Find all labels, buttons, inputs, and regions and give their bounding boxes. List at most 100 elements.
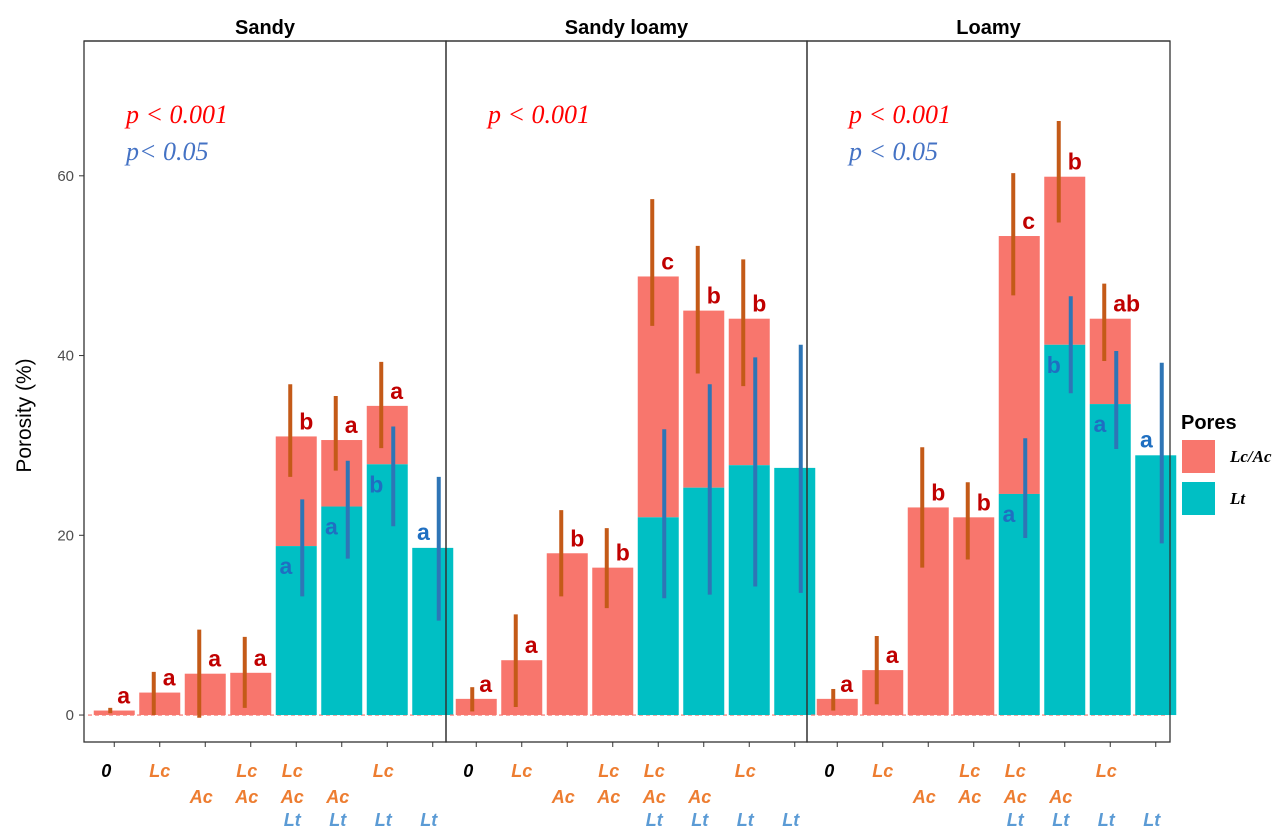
significance-letter-lt: a — [1002, 501, 1015, 527]
bar-lcac — [184, 673, 226, 716]
significance-letter-lcac: a — [117, 683, 130, 709]
x-category-label: Lt — [284, 810, 302, 830]
significance-letter-lcac: a — [163, 665, 176, 691]
x-category-label: Ac — [280, 787, 304, 807]
significance-letter-lcac: b — [616, 540, 630, 566]
x-category-label: Lc — [959, 761, 980, 781]
significance-letter-lt: b — [1047, 352, 1061, 378]
bar-lcac — [139, 692, 181, 716]
bar-lcac — [230, 672, 272, 716]
x-category-label: 0 — [101, 761, 111, 781]
x-category-label: Lc — [1096, 761, 1117, 781]
panel-title: Loamy — [956, 17, 1021, 39]
x-category-label: Ac — [1048, 787, 1072, 807]
x-category-label: 0 — [463, 761, 473, 781]
x-category-label: Lt — [1007, 810, 1025, 830]
x-category-label: Ac — [687, 787, 711, 807]
x-category-label: Ac — [957, 787, 981, 807]
bar-lt — [366, 464, 408, 716]
x-category-label: Lc — [373, 761, 394, 781]
bar-lt — [275, 546, 317, 716]
significance-letter-lt: a — [1140, 426, 1153, 452]
x-category-label: 0 — [824, 761, 834, 781]
bar-lcac — [862, 670, 904, 716]
x-category-label: Ac — [596, 787, 620, 807]
bar-lcac — [683, 310, 725, 488]
bar-lcac — [907, 507, 949, 716]
bar-lcac — [455, 698, 497, 716]
bar-lcac — [637, 276, 679, 518]
x-category-label: Lt — [782, 810, 800, 830]
x-category-label: Ac — [551, 787, 575, 807]
y-axis-title: Porosity (%) — [13, 358, 36, 472]
significance-letter-lt: b — [369, 471, 383, 497]
y-tick-label: 40 — [57, 348, 74, 365]
x-category-label: Lt — [1052, 810, 1070, 830]
p-value-label: p < 0.001 — [124, 100, 228, 129]
significance-letter-lcac: a — [886, 642, 899, 668]
significance-letter-lcac: b — [931, 479, 945, 505]
bar-lt — [998, 493, 1040, 716]
bar-lcac — [728, 318, 770, 466]
x-category-label: Lc — [598, 761, 619, 781]
significance-letter-lt: a — [325, 514, 338, 540]
x-category-label: Lc — [511, 761, 532, 781]
p-value-label: p < 0.05 — [847, 137, 938, 166]
p-value-label: p < 0.001 — [847, 100, 951, 129]
x-category-label: Lt — [329, 810, 347, 830]
significance-letter-lcac: a — [254, 645, 267, 671]
bar-lt — [321, 506, 363, 716]
bar-lt — [728, 465, 770, 716]
bar-lcac — [546, 553, 588, 716]
y-tick-label: 0 — [66, 707, 74, 724]
x-category-label: Lc — [872, 761, 893, 781]
x-category-label: Lc — [735, 761, 756, 781]
x-category-label: Lt — [420, 810, 438, 830]
bar-lt — [774, 467, 816, 716]
x-category-label: Lc — [644, 761, 665, 781]
x-category-label: Lc — [149, 761, 170, 781]
bar-lcac — [93, 710, 135, 716]
significance-letter-lcac: b — [570, 525, 584, 551]
significance-letter-lcac: b — [299, 408, 313, 434]
significance-letter-lt: a — [417, 519, 430, 545]
significance-letter-lcac: b — [1068, 149, 1082, 175]
bar-lt — [683, 487, 725, 716]
significance-letter-lcac: a — [479, 671, 492, 697]
panel-title: Sandy — [235, 17, 296, 39]
significance-letter-lcac: a — [208, 646, 221, 672]
bar-lcac — [953, 517, 995, 716]
x-category-label: Ac — [325, 787, 349, 807]
p-value-label: p < 0.001 — [486, 100, 590, 129]
bar-lcac — [275, 436, 317, 547]
legend-label: Lt — [1229, 489, 1246, 508]
significance-letter-lcac: b — [707, 283, 721, 309]
legend-label: Lc/Ac — [1229, 447, 1272, 466]
bar-lcac — [1044, 176, 1086, 345]
x-category-label: Lt — [646, 810, 664, 830]
x-category-label: Ac — [642, 787, 666, 807]
y-tick-label: 60 — [57, 168, 74, 185]
legend-swatch — [1182, 482, 1215, 515]
bar-lcac — [592, 567, 634, 716]
bar-lcac — [366, 405, 408, 465]
x-category-label: Ac — [234, 787, 258, 807]
x-category-label: Lt — [691, 810, 709, 830]
x-category-label: Ac — [189, 787, 213, 807]
y-tick-label: 20 — [57, 527, 74, 544]
significance-letter-lcac: c — [661, 248, 674, 274]
significance-letter-lcac: a — [840, 671, 853, 697]
x-category-label: Lt — [1143, 810, 1161, 830]
significance-letter-lt: a — [279, 553, 292, 579]
x-category-label: Lt — [375, 810, 393, 830]
legend-swatch — [1182, 440, 1215, 473]
x-category-label: Ac — [1003, 787, 1027, 807]
panel-title: Sandy loamy — [565, 17, 689, 39]
x-category-label: Lc — [282, 761, 303, 781]
x-category-label: Lt — [737, 810, 755, 830]
significance-letter-lcac: a — [525, 632, 538, 658]
x-category-label: Lc — [236, 761, 257, 781]
x-category-label: Ac — [912, 787, 936, 807]
